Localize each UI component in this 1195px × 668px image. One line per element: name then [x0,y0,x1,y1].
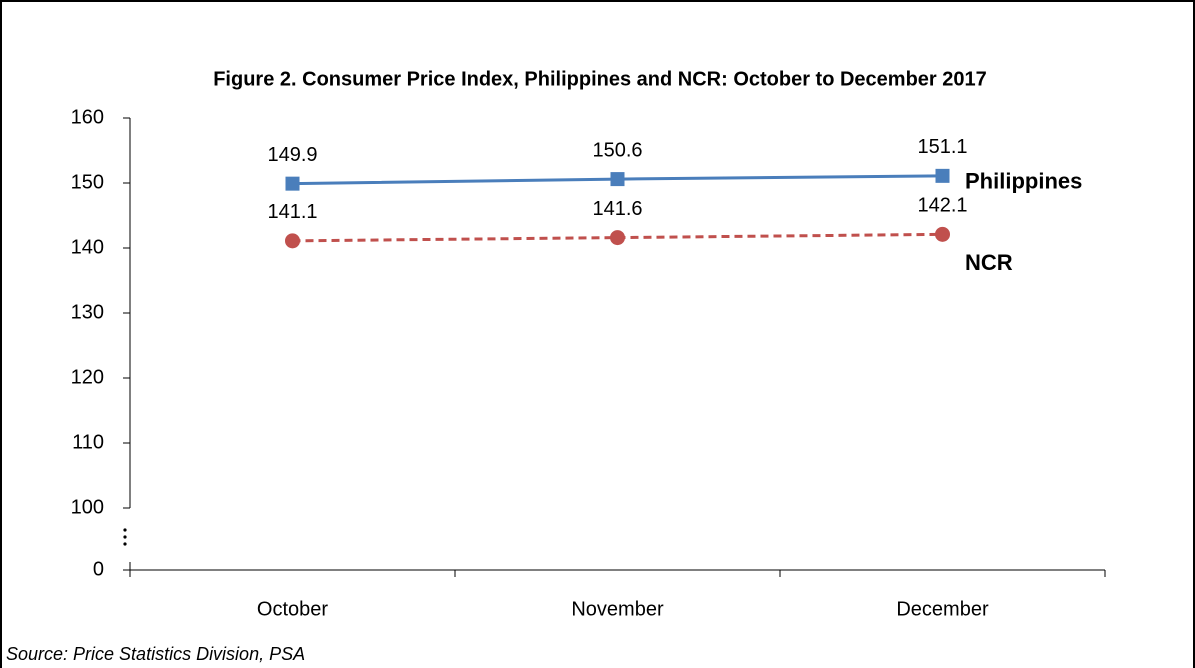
break-dot [123,542,127,546]
data-label: 142.1 [917,195,967,217]
data-label: 141.1 [267,201,317,223]
marker [285,233,300,249]
y-tick-label: 0 [93,558,104,580]
y-tick-label: 150 [71,171,104,193]
chart-title: Figure 2. Consumer Price Index, Philippi… [213,68,987,90]
marker [285,176,300,191]
marker [610,172,625,187]
x-tick-label: October [257,598,328,620]
x-tick-label: November [571,598,664,620]
marker [935,168,950,183]
y-tick-label: 120 [71,366,104,388]
data-label: 149.9 [267,144,317,166]
break-dot [123,528,127,532]
y-tick-label: 140 [71,236,104,258]
series-label: NCR [965,250,1013,275]
marker [935,226,950,242]
break-dot [123,535,127,539]
y-tick-label: 160 [71,106,104,128]
axis-break [123,528,127,546]
data-label: 141.6 [592,198,642,220]
x-tick-label: December [896,598,989,620]
marker [610,230,625,246]
y-tick-label: 110 [72,431,104,453]
y-tick-label: 130 [71,301,104,323]
series-label: Philippines [965,169,1082,194]
data-label: 151.1 [917,136,967,158]
source-note: Source: Price Statistics Division, PSA [6,644,305,664]
y-tick-label: 100 [71,496,104,518]
data-label: 150.6 [592,139,642,161]
